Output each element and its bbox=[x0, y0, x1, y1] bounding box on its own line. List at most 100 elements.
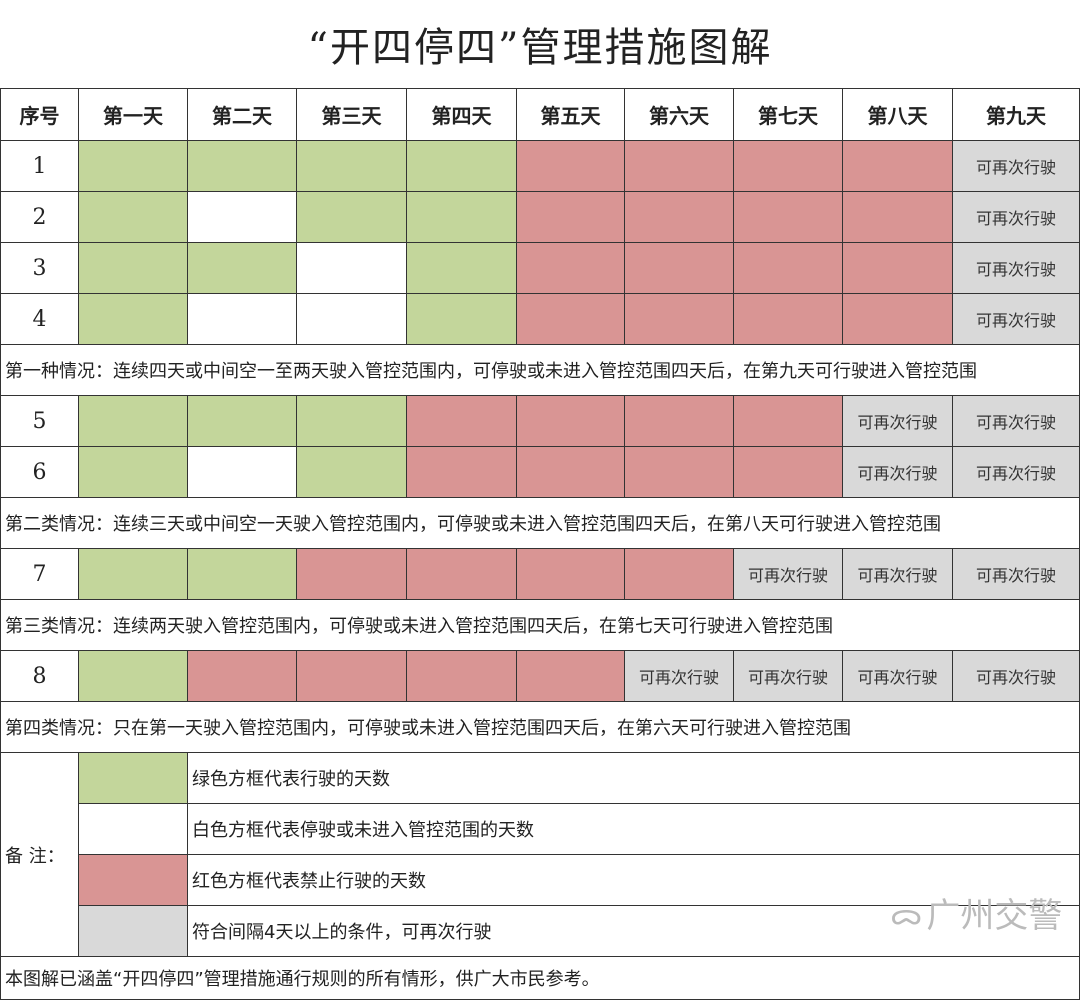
day-cell-green bbox=[296, 140, 407, 192]
row-number: 4 bbox=[0, 293, 79, 345]
day-cell-red bbox=[296, 548, 407, 600]
day-cell-green bbox=[187, 548, 297, 600]
day-cell-green bbox=[78, 140, 188, 192]
day-cell-green bbox=[187, 395, 297, 447]
watermark-text: 广州交警 bbox=[926, 896, 1063, 936]
day-cell-gray: 可再次行驶 bbox=[952, 293, 1080, 345]
row-number: 2 bbox=[0, 191, 79, 243]
header-cell: 第五天 bbox=[516, 88, 625, 141]
day-cell-gray: 可再次行驶 bbox=[952, 650, 1080, 702]
row-number: 3 bbox=[0, 242, 79, 294]
row-number: 1 bbox=[0, 140, 79, 192]
day-cell-green bbox=[78, 293, 188, 345]
header-cell: 第六天 bbox=[624, 88, 734, 141]
day-cell-red bbox=[733, 446, 843, 498]
day-cell-red bbox=[733, 395, 843, 447]
day-cell-red bbox=[516, 293, 625, 345]
footer-note: 本图解已涵盖“开四停四”管理措施通行规则的所有情形，供广大市民参考。 bbox=[0, 956, 1080, 1000]
legend-swatch-white bbox=[78, 803, 188, 855]
day-cell-red bbox=[516, 395, 625, 447]
day-cell-gray: 可再次行驶 bbox=[952, 446, 1080, 498]
legend-text: 绿色方框代表行驶的天数 bbox=[187, 752, 1080, 804]
header-cell: 第七天 bbox=[733, 88, 843, 141]
day-cell-red bbox=[733, 140, 843, 192]
day-cell-white bbox=[187, 446, 297, 498]
day-cell-gray: 可再次行驶 bbox=[733, 650, 843, 702]
day-cell-white bbox=[187, 293, 297, 345]
day-cell-gray: 可再次行驶 bbox=[952, 242, 1080, 294]
row-number: 5 bbox=[0, 395, 79, 447]
day-cell-red bbox=[733, 191, 843, 243]
day-cell-red bbox=[624, 548, 734, 600]
day-cell-red bbox=[516, 650, 625, 702]
day-cell-green bbox=[406, 242, 517, 294]
header-cell: 第八天 bbox=[842, 88, 953, 141]
case-note: 第四类情况：只在第一天驶入管控范围内，可停驶或未进入管控范围四天后，在第六天可行… bbox=[0, 701, 1080, 753]
day-cell-red bbox=[624, 191, 734, 243]
day-cell-green bbox=[78, 191, 188, 243]
day-cell-red bbox=[624, 242, 734, 294]
day-cell-white bbox=[296, 242, 407, 294]
day-cell-green bbox=[406, 191, 517, 243]
legend-text: 白色方框代表停驶或未进入管控范围的天数 bbox=[187, 803, 1080, 855]
day-cell-red bbox=[842, 293, 953, 345]
header-cell: 第九天 bbox=[952, 88, 1080, 141]
day-cell-gray: 可再次行驶 bbox=[842, 446, 953, 498]
day-cell-red bbox=[516, 140, 625, 192]
day-cell-red bbox=[406, 650, 517, 702]
day-cell-gray: 可再次行驶 bbox=[624, 650, 734, 702]
day-cell-gray: 可再次行驶 bbox=[842, 395, 953, 447]
day-cell-gray: 可再次行驶 bbox=[842, 548, 953, 600]
day-cell-red bbox=[733, 242, 843, 294]
row-number: 8 bbox=[0, 650, 79, 702]
day-cell-gray: 可再次行驶 bbox=[952, 395, 1080, 447]
header-cell: 第四天 bbox=[406, 88, 517, 141]
day-cell-red bbox=[516, 548, 625, 600]
day-cell-red bbox=[296, 650, 407, 702]
day-cell-green bbox=[78, 395, 188, 447]
header-cell: 序号 bbox=[0, 88, 79, 141]
day-cell-gray: 可再次行驶 bbox=[842, 650, 953, 702]
header-cell: 第二天 bbox=[187, 88, 297, 141]
day-cell-green bbox=[78, 446, 188, 498]
day-cell-green bbox=[406, 293, 517, 345]
day-cell-green bbox=[187, 242, 297, 294]
day-cell-green bbox=[296, 395, 407, 447]
day-cell-green bbox=[296, 191, 407, 243]
wechat-icon: ᯅ bbox=[890, 897, 923, 932]
case-note: 第一种情况：连续四天或中间空一至两天驶入管控范围内，可停驶或未进入管控范围四天后… bbox=[0, 344, 1080, 396]
day-cell-red bbox=[516, 446, 625, 498]
day-cell-gray: 可再次行驶 bbox=[733, 548, 843, 600]
day-cell-red bbox=[842, 191, 953, 243]
day-cell-white bbox=[187, 191, 297, 243]
day-cell-gray: 可再次行驶 bbox=[952, 548, 1080, 600]
day-cell-red bbox=[516, 191, 625, 243]
legend-label: 备 注： bbox=[0, 752, 79, 957]
row-number: 7 bbox=[0, 548, 79, 600]
page-title: “开四停四”管理措施图解 bbox=[307, 25, 773, 71]
day-cell-green bbox=[78, 548, 188, 600]
day-cell-red bbox=[624, 395, 734, 447]
day-cell-red bbox=[406, 395, 517, 447]
day-cell-red bbox=[842, 140, 953, 192]
day-cell-green bbox=[78, 650, 188, 702]
case-note: 第二类情况：连续三天或中间空一天驶入管控范围内，可停驶或未进入管控范围四天后，在… bbox=[0, 497, 1080, 549]
legend-swatch-gray bbox=[78, 905, 188, 957]
day-cell-red bbox=[624, 446, 734, 498]
day-cell-green bbox=[78, 242, 188, 294]
header-cell: 第三天 bbox=[296, 88, 407, 141]
day-cell-green bbox=[296, 446, 407, 498]
day-cell-red bbox=[516, 242, 625, 294]
day-cell-gray: 可再次行驶 bbox=[952, 140, 1080, 192]
day-cell-red bbox=[624, 140, 734, 192]
legend-swatch-red bbox=[78, 854, 188, 906]
day-cell-green bbox=[187, 140, 297, 192]
row-number: 6 bbox=[0, 446, 79, 498]
day-cell-gray: 可再次行驶 bbox=[952, 191, 1080, 243]
day-cell-green bbox=[406, 140, 517, 192]
watermark-logo: ᯅ 广州交警 bbox=[890, 888, 1062, 937]
day-cell-white bbox=[296, 293, 407, 345]
legend-swatch-green bbox=[78, 752, 188, 804]
day-cell-red bbox=[733, 293, 843, 345]
